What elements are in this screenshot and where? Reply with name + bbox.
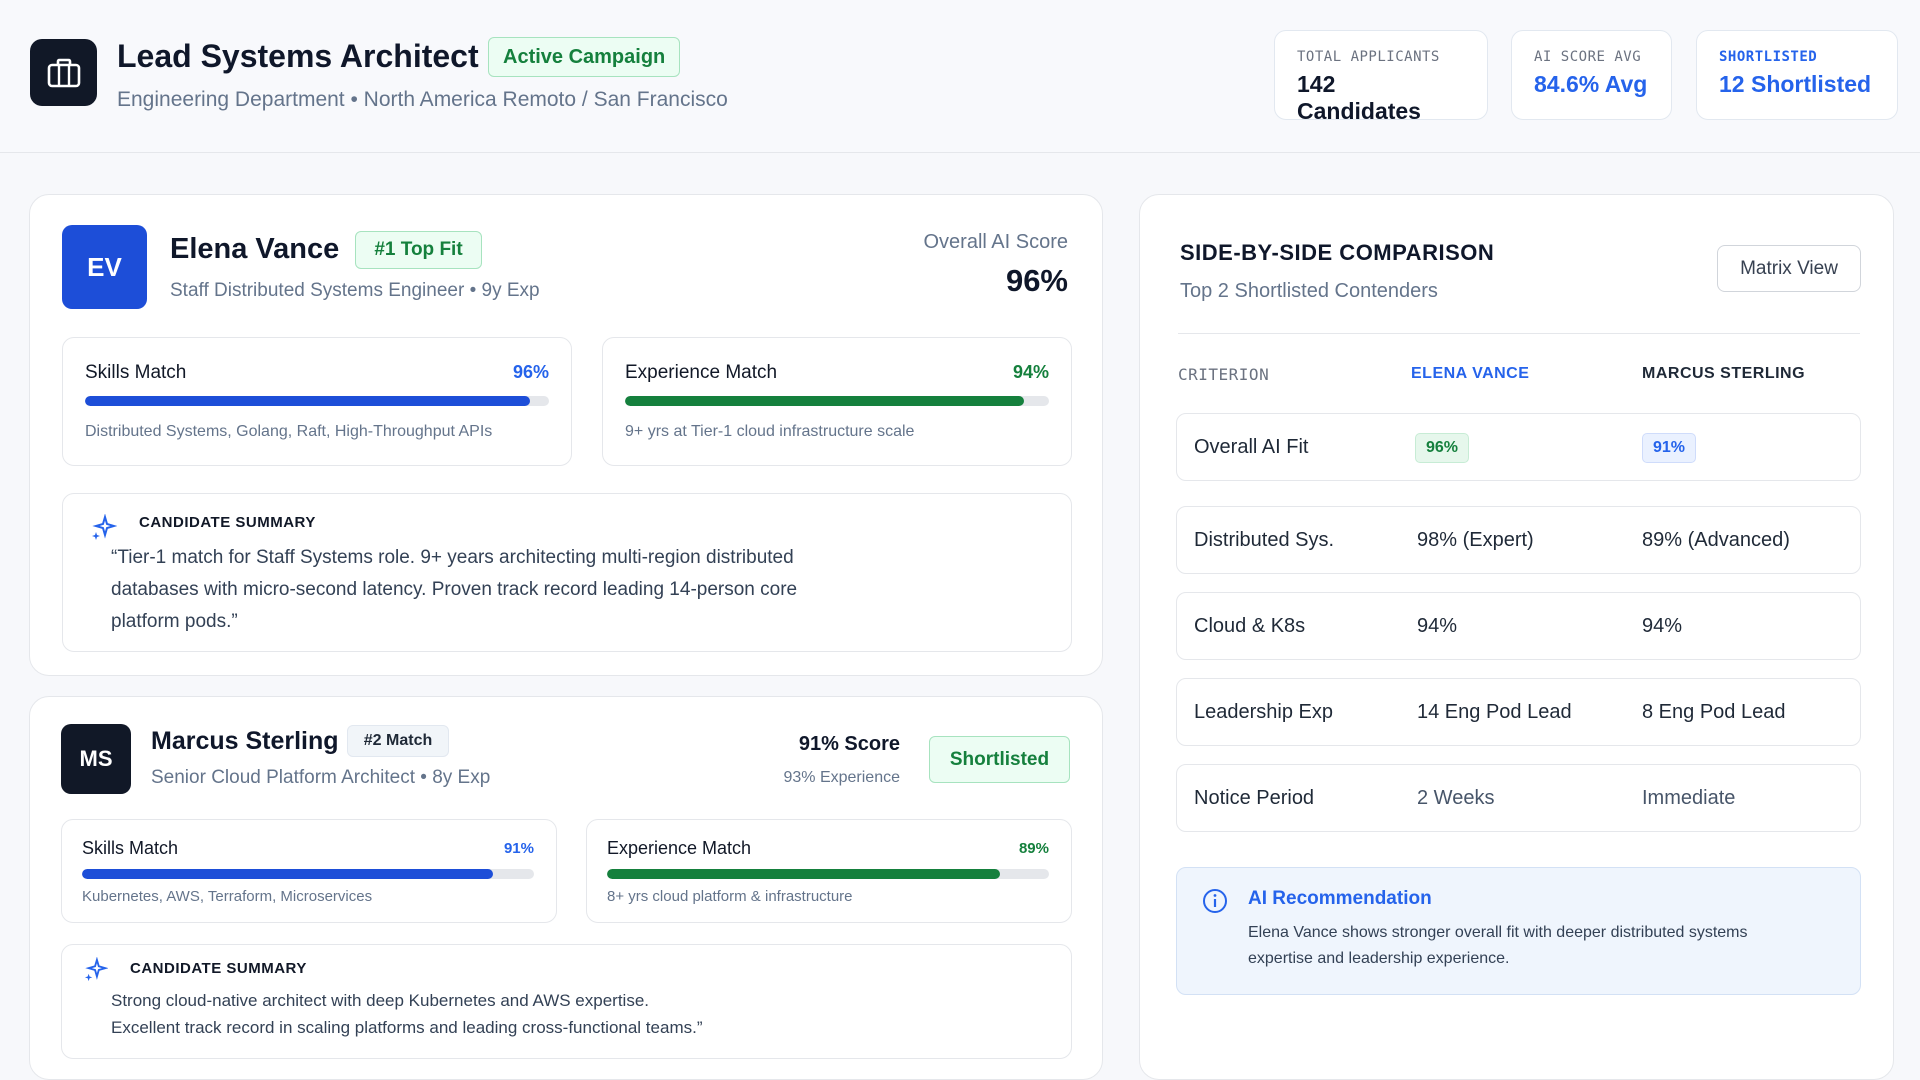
candidate-card-elena[interactable]: EV Elena Vance #1 Top Fit Staff Distribu… xyxy=(29,194,1103,676)
metric-note: Kubernetes, AWS, Terraform, Microservice… xyxy=(82,888,373,905)
stat-label: AI SCORE AVG xyxy=(1534,49,1642,65)
metric-note: 8+ yrs cloud platform & infrastructure xyxy=(607,888,853,905)
table-row[interactable]: Cloud & K8s 94% 94% xyxy=(1176,592,1861,660)
candidate-summary: CANDIDATE SUMMARY Strong cloud-native ar… xyxy=(61,944,1072,1059)
info-icon xyxy=(1202,888,1228,919)
column-header-elena: ELENA VANCE xyxy=(1411,365,1530,382)
page-title: Lead Systems Architect xyxy=(117,38,479,74)
skills-match-box: Skills Match 96% Distributed Systems, Go… xyxy=(62,337,572,466)
stat-value: 142 Candidates xyxy=(1297,71,1421,124)
column-header-marcus: MARCUS STERLING xyxy=(1642,365,1806,382)
metric-note: 9+ yrs at Tier-1 cloud infrastructure sc… xyxy=(625,423,915,440)
avatar: MS xyxy=(61,724,131,794)
experience-score: 93% Experience xyxy=(783,769,900,786)
divider xyxy=(1178,333,1860,334)
score-pill: 91% xyxy=(1642,432,1697,463)
metric-percent: 96% xyxy=(512,362,549,382)
metric-percent: 91% xyxy=(503,840,534,857)
recommendation-title: AI Recommendation xyxy=(1248,888,1432,909)
candidate-name[interactable]: Marcus Sterling xyxy=(151,727,339,755)
candidate-name[interactable]: Elena Vance xyxy=(170,233,340,265)
criterion-cell: Distributed Sys. xyxy=(1194,529,1335,551)
sparkle-icon xyxy=(91,513,118,547)
table-row[interactable]: Distributed Sys. 98% (Expert) 89% (Advan… xyxy=(1176,506,1861,574)
skills-progress-bar xyxy=(85,396,549,406)
criterion-cell: Cloud & K8s xyxy=(1194,615,1306,637)
ai-recommendation: AI Recommendation Elena Vance shows stro… xyxy=(1176,867,1861,995)
skills-progress-bar xyxy=(82,869,534,879)
briefcase-icon xyxy=(30,39,97,106)
marcus-cell: Immediate xyxy=(1642,787,1736,809)
stat-value: 84.6% Avg xyxy=(1534,71,1648,97)
stat-value: 12 Shortlisted xyxy=(1719,71,1872,97)
metric-label: Experience Match xyxy=(625,362,778,383)
candidate-role: Staff Distributed Systems Engineer • 9y … xyxy=(170,280,540,301)
table-row[interactable]: Leadership Exp 14 Eng Pod Lead 8 Eng Pod… xyxy=(1176,678,1861,746)
rank-badge: #1 Top Fit xyxy=(355,231,482,269)
table-row[interactable]: Notice Period 2 Weeks Immediate xyxy=(1176,764,1861,832)
score-label: Overall AI Score xyxy=(923,231,1068,253)
metric-percent: 94% xyxy=(1012,362,1049,382)
candidate-role: Senior Cloud Platform Architect • 8y Exp xyxy=(151,767,491,788)
criterion-cell: Notice Period xyxy=(1194,787,1315,809)
metric-percent: 89% xyxy=(1018,840,1049,857)
summary-text: Strong cloud-native architect with deep … xyxy=(111,991,703,1037)
candidate-summary: CANDIDATE SUMMARY “Tier-1 match for Staf… xyxy=(62,493,1072,652)
comparison-title: SIDE-BY-SIDE COMPARISON xyxy=(1180,240,1495,265)
elena-cell: 96% xyxy=(1415,414,1470,480)
status-badge: Active Campaign xyxy=(488,37,681,77)
marcus-cell: 89% (Advanced) xyxy=(1642,529,1790,551)
criterion-cell: Leadership Exp xyxy=(1194,701,1333,723)
candidate-card-marcus[interactable]: MS Marcus Sterling #2 Match Senior Cloud… xyxy=(29,696,1103,1080)
page-header: Lead Systems Architect Active Campaign E… xyxy=(0,0,1920,153)
metric-label: Skills Match xyxy=(85,362,187,383)
metric-label: Experience Match xyxy=(607,838,752,858)
stat-ai-score-avg[interactable]: AI SCORE AVG 84.6% Avg xyxy=(1511,30,1672,120)
stat-shortlisted[interactable]: SHORTLISTED 12 Shortlisted xyxy=(1696,30,1898,120)
experience-progress-bar xyxy=(607,869,1049,879)
summary-heading: CANDIDATE SUMMARY xyxy=(139,514,316,531)
overall-score: 96% xyxy=(1005,263,1068,298)
skills-match-box: Skills Match 91% Kubernetes, AWS, Terraf… xyxy=(61,819,557,923)
stat-label: TOTAL APPLICANTS xyxy=(1297,49,1440,65)
rank-badge: #2 Match xyxy=(347,725,449,757)
metric-note: Distributed Systems, Golang, Raft, High-… xyxy=(85,423,493,440)
summary-text: “Tier-1 match for Staff Systems role. 9+… xyxy=(111,547,798,632)
score-pill: 96% xyxy=(1415,432,1470,463)
elena-cell: 98% (Expert) xyxy=(1417,529,1534,551)
experience-match-box: Experience Match 94% 9+ yrs at Tier-1 cl… xyxy=(602,337,1072,466)
summary-heading: CANDIDATE SUMMARY xyxy=(130,960,307,977)
criterion-cell: Overall AI Fit xyxy=(1194,436,1309,458)
table-row[interactable]: Overall AI Fit 96% 91% xyxy=(1176,413,1861,481)
metric-label: Skills Match xyxy=(82,838,179,858)
marcus-cell: 94% xyxy=(1642,615,1683,637)
shortlisted-badge[interactable]: Shortlisted xyxy=(929,736,1070,783)
column-header-criterion: CRITERION xyxy=(1178,365,1270,384)
avatar: EV xyxy=(62,225,147,309)
stat-total-applicants[interactable]: TOTAL APPLICANTS 142 Candidates xyxy=(1274,30,1488,124)
marcus-cell: 8 Eng Pod Lead xyxy=(1642,701,1786,723)
sparkle-icon xyxy=(84,956,109,988)
matrix-view-button[interactable]: Matrix View xyxy=(1717,245,1861,292)
comparison-subtitle: Top 2 Shortlisted Contenders xyxy=(1180,280,1438,302)
marcus-cell: 91% xyxy=(1642,414,1697,480)
page-subtitle: Engineering Department • North America R… xyxy=(117,88,728,111)
recommendation-text: Elena Vance shows stronger overall fit w… xyxy=(1248,924,1748,967)
elena-cell: 14 Eng Pod Lead xyxy=(1417,701,1572,723)
stat-label: SHORTLISTED xyxy=(1719,49,1818,65)
elena-cell: 94% xyxy=(1417,615,1458,637)
elena-cell: 2 Weeks xyxy=(1417,787,1495,809)
experience-match-box: Experience Match 89% 8+ yrs cloud platfo… xyxy=(586,819,1072,923)
experience-progress-bar xyxy=(625,396,1049,406)
overall-score: 91% Score xyxy=(798,733,900,755)
